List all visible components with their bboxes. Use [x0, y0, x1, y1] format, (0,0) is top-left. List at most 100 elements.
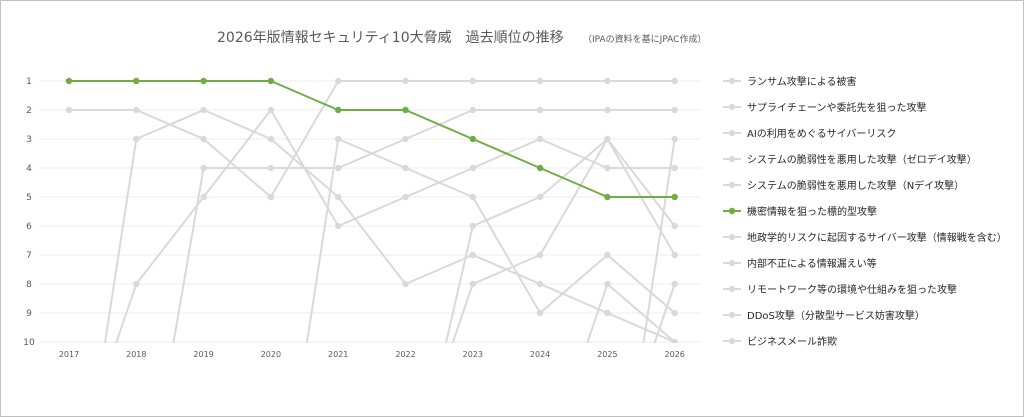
data-point — [133, 135, 140, 143]
data-point — [604, 135, 611, 143]
legend-swatch-marker — [728, 77, 736, 85]
series — [444, 135, 678, 343]
y-tick-label: 6 — [26, 222, 32, 232]
data-point — [267, 135, 275, 143]
data-point — [335, 164, 342, 172]
legend-label: ランサム攻撃による被害 — [747, 75, 857, 88]
legend-label: リモートワーク等の環境や仕組みを狙った攻撃 — [747, 283, 957, 296]
data-point — [671, 135, 678, 143]
data-point — [402, 77, 409, 85]
data-point — [200, 106, 207, 114]
y-tick-label: 2 — [26, 106, 32, 116]
data-point — [536, 280, 544, 288]
data-point — [402, 164, 409, 172]
legend-label: システムの脆弱性を悪用した攻撃（ゼロデイ攻撃） — [747, 153, 977, 166]
legend-item: AIの利用をめぐるサイバーリスク — [723, 128, 896, 140]
data-point — [402, 135, 409, 143]
data-point — [335, 106, 342, 114]
data-point — [469, 164, 476, 172]
chart-subtitle: （IPAの資料を基にJPAC作成） — [583, 33, 706, 45]
series — [653, 280, 678, 343]
series-line — [451, 138, 676, 343]
data-point — [671, 193, 678, 201]
legend-label: 内部不正による情報漏えい等 — [747, 257, 877, 270]
legend-label: サプライチェーンや委託先を狙った攻撃 — [747, 101, 927, 114]
legend-label: ビジネスメール詐欺 — [747, 335, 837, 348]
data-point — [604, 193, 611, 201]
series-line — [103, 109, 676, 343]
legend-item: DDoS攻撃（分散型サービス妨害攻撃） — [723, 309, 925, 322]
data-point — [671, 280, 678, 288]
legend-swatch-marker — [728, 129, 736, 137]
legend-swatch-marker — [728, 311, 736, 319]
data-point — [133, 106, 140, 114]
data-point — [536, 193, 544, 201]
legend-label: システムの脆弱性を悪用した攻撃（Nデイ攻撃） — [747, 179, 964, 192]
data-point — [200, 193, 207, 201]
data-point — [469, 77, 476, 85]
series-line — [642, 138, 676, 343]
data-point — [536, 106, 544, 114]
y-tick-label: 4 — [26, 164, 32, 174]
legend-swatch-marker — [728, 285, 736, 293]
legend-item: 地政学的リスクに起因するサイバー攻撃（情報戦を含む） — [723, 231, 1007, 244]
legend-label: AIの利用をめぐるサイバーリスク — [747, 128, 896, 140]
x-tick-label: 2017 — [59, 350, 79, 359]
data-point — [267, 77, 275, 85]
x-tick-label: 2020 — [261, 350, 281, 359]
y-tick-label: 3 — [26, 135, 32, 145]
y-axis: 1 2 3 4 5 6 7 8 9 10 — [23, 77, 35, 348]
legend-item: 機密情報を狙った標的型攻撃 — [723, 205, 877, 218]
data-point — [604, 280, 611, 288]
y-tick-label: 1 — [26, 77, 32, 87]
x-tick-label: 2022 — [395, 350, 415, 359]
data-point — [335, 77, 342, 85]
data-point — [671, 309, 678, 317]
data-point — [671, 164, 678, 172]
data-point — [604, 251, 611, 259]
data-point — [402, 106, 409, 114]
x-axis: 2017 2018 2019 2020 2021 2022 2023 2024 2025 2026 — [59, 350, 685, 359]
series-line — [586, 283, 676, 343]
series-highlight — [65, 77, 678, 201]
x-tick-label: 2024 — [530, 350, 550, 359]
data-point — [267, 193, 275, 201]
data-point — [469, 251, 476, 259]
y-tick-label: 7 — [26, 251, 32, 261]
data-point — [402, 193, 409, 201]
series-line — [69, 80, 675, 198]
x-tick-label: 2018 — [126, 350, 146, 359]
x-tick-label: 2025 — [597, 350, 617, 359]
data-point — [536, 77, 544, 85]
data-point — [402, 280, 409, 288]
series — [305, 135, 678, 343]
y-tick-label: 8 — [26, 280, 32, 290]
data-point — [671, 222, 678, 230]
x-tick-label: 2026 — [665, 350, 685, 359]
data-point — [469, 106, 476, 114]
data-point — [469, 222, 476, 230]
data-point — [671, 251, 678, 259]
legend-item: システムの脆弱性を悪用した攻撃（ゼロデイ攻撃） — [723, 153, 977, 166]
series — [115, 106, 678, 343]
legend-swatch-marker — [728, 155, 736, 163]
data-point — [200, 135, 207, 143]
series — [103, 106, 678, 343]
data-point — [469, 135, 476, 143]
x-tick-label: 2021 — [328, 350, 348, 359]
chart-title: 2026年版情報セキュリティ10大脅威 過去順位の推移 — [217, 30, 564, 46]
data-point — [133, 77, 140, 85]
data-point — [267, 164, 275, 172]
data-point — [671, 106, 678, 114]
legend-item: システムの脆弱性を悪用した攻撃（Nデイ攻撃） — [723, 179, 964, 192]
data-point — [469, 280, 476, 288]
legend-swatch-marker — [728, 103, 736, 111]
legend-swatch-marker — [728, 181, 736, 189]
series — [586, 280, 678, 343]
legend-swatch-marker — [728, 207, 736, 215]
legend-item: ビジネスメール詐欺 — [723, 335, 837, 348]
data-point — [133, 280, 140, 288]
